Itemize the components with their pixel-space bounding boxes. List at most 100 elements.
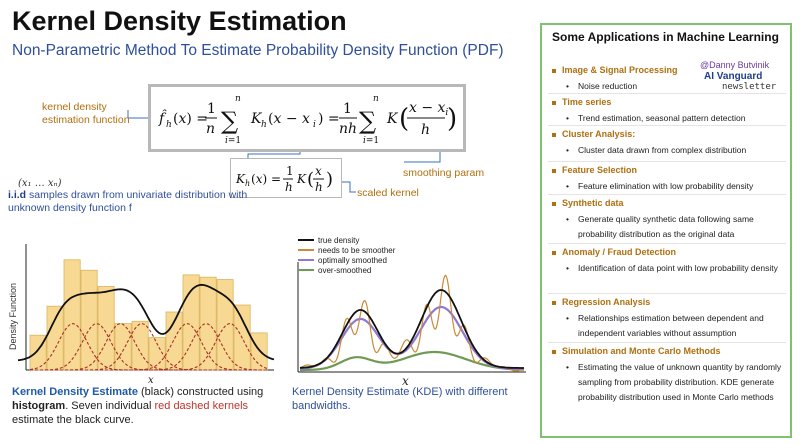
histogram-bar <box>182 274 200 371</box>
app-section-item: • Noise reduction <box>566 79 786 94</box>
svg-text:h: h <box>261 120 267 130</box>
bullet-dot-icon: • <box>566 81 569 91</box>
svg-text:nh: nh <box>339 121 357 137</box>
section-divider <box>548 93 786 94</box>
svg-text:(: ( <box>307 169 314 190</box>
svg-text:1: 1 <box>343 101 352 117</box>
svg-text:) =: ) = <box>318 111 340 127</box>
svg-text:n: n <box>206 121 215 137</box>
svg-text:i=1: i=1 <box>225 136 241 146</box>
section-divider <box>548 342 786 343</box>
section-divider <box>548 125 786 126</box>
bullet-dot-icon: • <box>566 145 569 155</box>
bullet-square-icon <box>552 201 556 206</box>
svg-text:1: 1 <box>286 164 294 178</box>
label-smoothing-param: smoothing param <box>403 167 485 179</box>
curve-over-smoothed <box>300 350 524 372</box>
bullet-dot-icon: • <box>566 113 569 123</box>
svg-text:h: h <box>166 120 172 130</box>
bullet-square-icon <box>552 349 556 354</box>
app-section-heading: Synthetic data <box>552 198 624 208</box>
svg-text:x − xi: x − xi <box>409 100 448 118</box>
svg-text:x: x <box>315 164 322 178</box>
section-divider <box>548 293 786 294</box>
left-chart-caption: Kernel Density Estimate (black) construc… <box>12 385 282 427</box>
app-section-item: • Estimating the value of unknown quantit… <box>566 360 786 405</box>
bullet-dot-icon: • <box>566 362 569 372</box>
app-section-item: • Feature elimination with low probabilit… <box>566 179 786 194</box>
left-kde-curve <box>17 283 275 362</box>
app-section-heading: Cluster Analysis: <box>552 129 635 139</box>
app-item-text: Identification of data point with low pr… <box>578 263 778 273</box>
app-item-text: Trend estimation, seasonal pattern detec… <box>578 113 746 123</box>
app-section-title: Regression Analysis <box>562 297 651 307</box>
bullet-dot-icon: • <box>566 263 569 273</box>
label-kde-function: kernel density estimation function <box>42 101 130 126</box>
histogram-bar <box>114 323 132 371</box>
histogram-bar <box>97 286 115 371</box>
bullet-square-icon <box>552 168 556 173</box>
bullet-square-icon <box>552 300 556 305</box>
histogram-bar <box>63 259 81 371</box>
svg-text:f̂: f̂ <box>158 109 167 127</box>
scaled-kernel-formula: K h (x) = 1 h K ( x h ) <box>230 158 342 198</box>
samples-desc-text: samples drawn from univariate distributi… <box>8 189 248 214</box>
curve-needs-smoother <box>299 274 525 372</box>
page-subtitle: Non-Parametric Method To Estimate Probab… <box>12 42 504 59</box>
svg-text:∑: ∑ <box>359 107 376 135</box>
app-item-text: Feature elimination with low probability… <box>578 181 754 191</box>
right-chart-xlabel: x <box>402 374 409 387</box>
app-section-item: • Trend estimation, seasonal pattern dete… <box>566 111 786 126</box>
svg-text:K: K <box>296 172 307 186</box>
legend-label: true density <box>318 236 359 245</box>
caption-part2: . Seven individual <box>65 400 152 412</box>
label-scaled-kernel: scaled kernel <box>357 187 419 199</box>
svg-text:h: h <box>315 180 323 194</box>
bullet-square-icon <box>552 68 556 73</box>
bullet-square-icon <box>552 132 556 137</box>
caption-red-kernels: red dashed kernels <box>154 400 249 412</box>
app-section-item: • Cluster data drawn from complex distrib… <box>566 143 786 158</box>
app-item-text: Relationships estimation between depende… <box>578 313 764 338</box>
left-chart-ylabel: Density Function <box>8 283 18 350</box>
caption-part3: estimate the black curve. <box>12 414 134 426</box>
kde-formula: f̂ h (x) = 1 n n ∑ i=1 K h (x − x i ) = … <box>148 84 466 152</box>
app-section-heading: Image & Signal Processing <box>552 65 678 75</box>
curve-true-density <box>300 289 524 369</box>
credit-author: @Danny Butvinik <box>700 60 770 70</box>
credit-newsletter: newsletter <box>722 82 777 92</box>
section-divider <box>548 194 786 195</box>
applications-panel: Some Applications in Machine Learning @D… <box>540 23 792 438</box>
applications-title: Some Applications in Machine Learning <box>552 30 779 44</box>
svg-text:K: K <box>235 172 246 186</box>
kernel-curve <box>30 323 269 371</box>
svg-text:(x − x: (x − x <box>268 111 310 127</box>
kernel-curve <box>30 323 268 371</box>
histogram-bar <box>250 332 268 371</box>
app-item-text: Generate quality synthetic data followin… <box>578 214 754 239</box>
page-title: Kernel Density Estimation <box>12 6 347 36</box>
bullet-square-icon <box>552 100 556 105</box>
svg-text:n: n <box>373 94 379 104</box>
left-chart-xlabel: x <box>148 375 154 385</box>
svg-text:1: 1 <box>207 101 216 117</box>
svg-text:K: K <box>250 111 263 127</box>
app-section-title: Feature Selection <box>562 165 638 175</box>
bullet-square-icon <box>552 250 556 255</box>
app-section-heading: Anomaly / Fraud Detection <box>552 247 676 257</box>
svg-text:(x) =: (x) = <box>173 111 208 127</box>
app-section-title: Synthetic data <box>562 198 624 208</box>
histogram-kde-chart: Density Function x <box>8 244 275 385</box>
app-section-title: Time series <box>562 97 612 107</box>
caption-histogram: histogram <box>12 400 66 412</box>
iid-label: i.i.d <box>8 189 27 201</box>
section-divider <box>548 243 786 244</box>
svg-text:h: h <box>285 180 293 194</box>
right-chart-caption: Kernel Density Estimate (KDE) with diffe… <box>292 386 508 412</box>
section-divider <box>548 161 786 162</box>
app-section-title: Image & Signal Processing <box>562 65 678 75</box>
legend-label: needs to be smoother <box>318 246 396 255</box>
app-item-text: Estimating the value of unknown quantity… <box>578 362 782 402</box>
legend-label: over-smoothed <box>318 266 371 275</box>
